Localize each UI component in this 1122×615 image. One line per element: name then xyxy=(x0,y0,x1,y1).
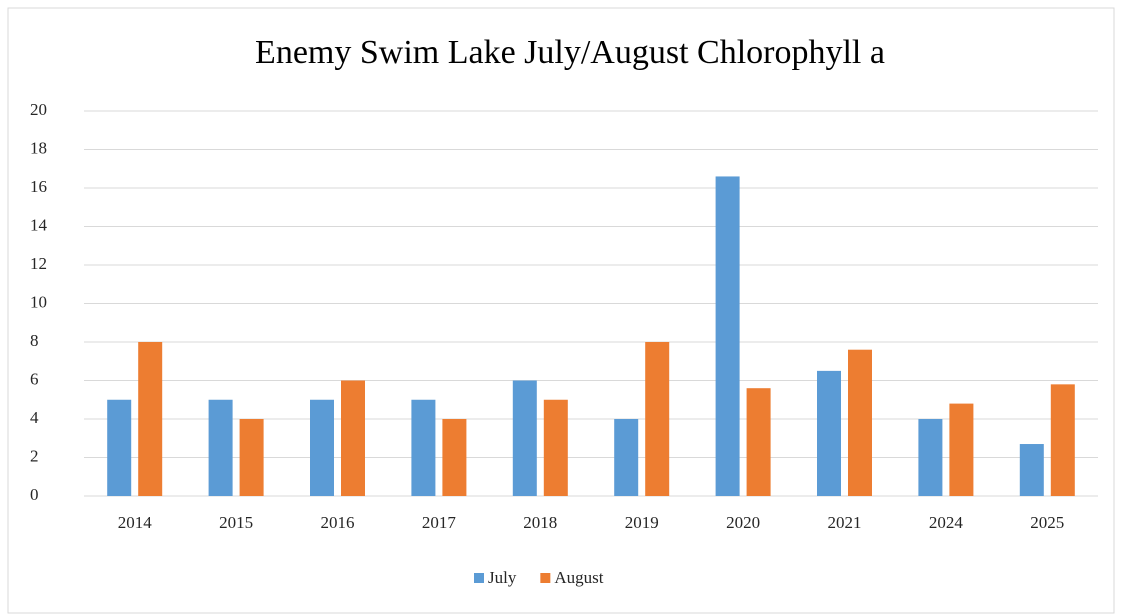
x-tick-label: 2017 xyxy=(422,513,457,532)
legend-swatch xyxy=(540,573,551,583)
bar xyxy=(949,403,974,496)
bar xyxy=(107,399,132,496)
bar xyxy=(310,399,334,496)
x-tick-label: 2021 xyxy=(828,513,862,532)
legend-label: July xyxy=(488,568,517,587)
bar xyxy=(411,399,436,496)
y-tick-label: 6 xyxy=(30,369,39,388)
bar xyxy=(918,419,943,496)
bar xyxy=(512,380,537,496)
y-tick-label: 4 xyxy=(30,408,39,427)
y-tick-label: 10 xyxy=(30,292,47,311)
bar xyxy=(138,342,163,496)
bar xyxy=(848,349,872,496)
y-tick-label: 18 xyxy=(30,138,47,157)
y-tick-label: 12 xyxy=(30,254,47,273)
bar xyxy=(442,419,467,496)
x-tick-label: 2016 xyxy=(321,513,355,532)
bar xyxy=(746,388,771,496)
y-tick-label: 8 xyxy=(30,331,39,350)
y-tick-label: 20 xyxy=(30,100,47,119)
legend-swatch xyxy=(474,573,484,583)
y-tick-label: 14 xyxy=(30,215,48,234)
x-tick-label: 2019 xyxy=(625,513,659,532)
bar xyxy=(239,419,264,496)
bar xyxy=(614,419,639,496)
bar xyxy=(645,342,670,496)
bar xyxy=(543,399,568,496)
chart-title: Enemy Swim Lake July/August Chlorophyll … xyxy=(255,34,885,71)
bar xyxy=(715,176,740,496)
y-tick-label: 0 xyxy=(30,485,39,504)
x-tick-label: 2025 xyxy=(1030,513,1064,532)
x-tick-label: 2024 xyxy=(929,513,964,532)
bar xyxy=(817,370,841,496)
y-tick-label: 2 xyxy=(30,446,39,465)
legend-label: August xyxy=(554,568,603,587)
x-tick-label: 2018 xyxy=(523,513,557,532)
chart-frame xyxy=(7,7,1115,614)
bar xyxy=(1019,444,1044,496)
bar xyxy=(341,380,365,496)
x-tick-label: 2020 xyxy=(726,513,760,532)
x-tick-label: 2015 xyxy=(219,513,253,532)
x-tick-label: 2014 xyxy=(118,513,153,532)
bar xyxy=(1050,384,1075,496)
bar xyxy=(208,399,233,496)
y-tick-label: 16 xyxy=(30,177,47,196)
